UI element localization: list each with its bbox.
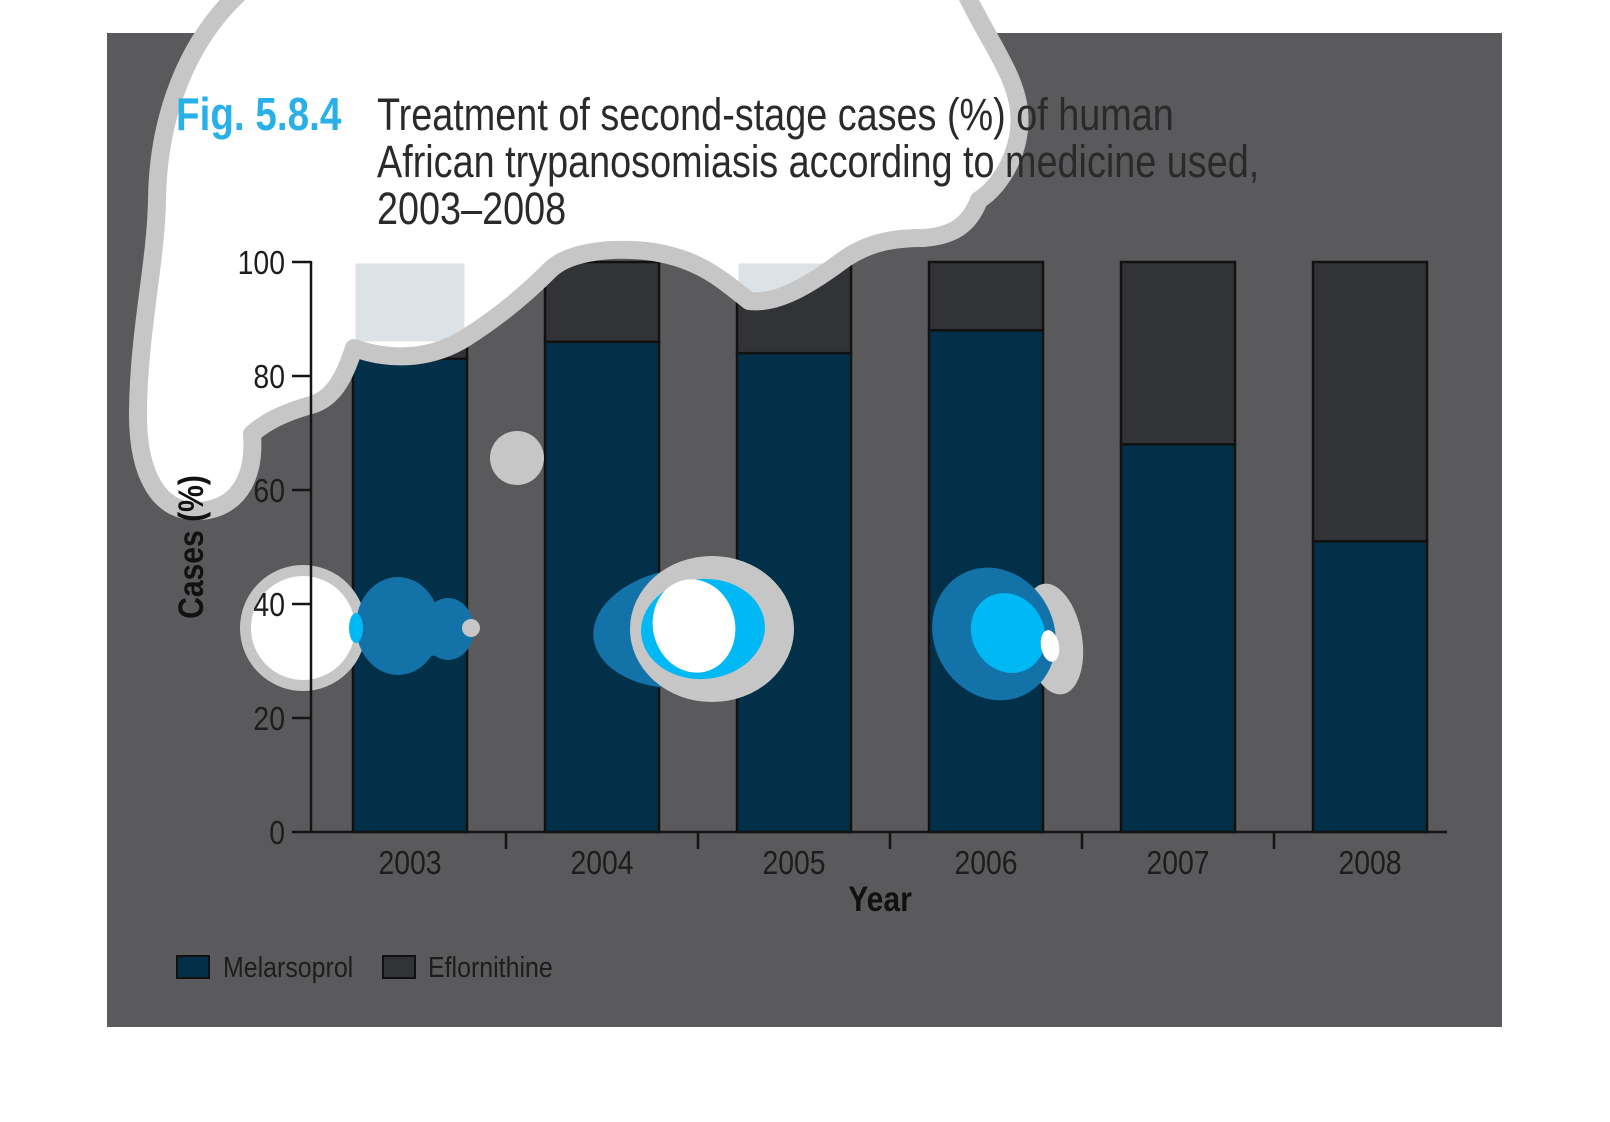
y-axis-ticks: 0 20 40 60 80 100	[238, 244, 311, 852]
x-tick-label-2008: 2008	[1338, 844, 1401, 882]
x-axis-title-wrap: Year	[848, 879, 912, 919]
axes	[309, 261, 1447, 834]
bullseye-blob-2005	[593, 556, 794, 702]
x-tick-label-2005: 2005	[762, 844, 825, 882]
y-tick-label-40: 40	[253, 586, 285, 624]
y-tick-label-80: 80	[253, 358, 285, 396]
bullseye-blob-2006	[932, 567, 1084, 701]
cloud-paint-blob	[137, 0, 1020, 512]
y-tick-label-20: 20	[253, 700, 285, 738]
title-line-3: 2003–2008	[377, 183, 566, 234]
y-tick-label-0: 0	[269, 814, 285, 852]
x-axis-title: Year	[848, 879, 912, 919]
y-tick-label-60: 60	[253, 472, 285, 510]
bar-2008-melarsoprol	[1311, 540, 1429, 834]
figure-number-label: Fig. 5.8.4	[176, 89, 342, 140]
figure-title: Fig. 5.8.4 Treatment of second-stage cas…	[176, 89, 1259, 234]
legend: Melarsoprol Eflornithine	[176, 951, 553, 983]
silver-dot-blob	[490, 431, 544, 485]
title-line-1: Treatment of second-stage cases (%) of h…	[377, 89, 1174, 140]
bar-2007-eflornithine	[1119, 260, 1237, 446]
bar-2007-melarsoprol	[1119, 443, 1237, 834]
bar-2006-eflornithine	[927, 260, 1045, 332]
x-tick-label-2003: 2003	[378, 844, 441, 882]
x-tick-label-2006: 2006	[954, 844, 1017, 882]
y-axis-title-wrap: Cases (%)	[171, 475, 211, 619]
bar-2004-eflornithine	[543, 260, 661, 344]
x-axis-ticks: 2003 2004 2005 2006 2007 2008	[378, 833, 1402, 882]
y-axis-title: Cases (%)	[171, 475, 211, 619]
covered-segment-2003	[355, 263, 465, 342]
legend-swatch-eflornithine	[382, 955, 416, 979]
legend-label-melarsoprol: Melarsoprol	[223, 951, 353, 983]
cloud-paint-outline	[128, 0, 1029, 521]
title-line-2: African trypanosomiasis according to med…	[377, 136, 1259, 187]
legend-swatch-melarsoprol	[176, 955, 210, 979]
x-tick-label-2004: 2004	[570, 844, 633, 882]
blue-dumbbell-blob	[349, 577, 480, 675]
y-tick-label-100: 100	[238, 244, 285, 282]
legend-label-eflornithine: Eflornithine	[428, 951, 553, 983]
bar-2008-eflornithine	[1311, 260, 1429, 543]
x-tick-label-2007: 2007	[1146, 844, 1209, 882]
